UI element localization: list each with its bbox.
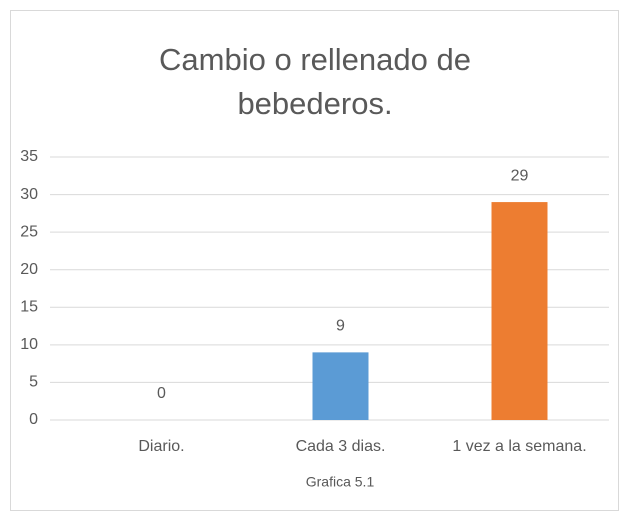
- y-tick-label: 5: [29, 374, 38, 391]
- y-tick-label: 35: [20, 148, 38, 165]
- caption: Grafica 5.1: [306, 474, 375, 490]
- chart-title: Cambio o rellenado de bebederos.: [159, 42, 471, 121]
- y-tick-label: 20: [20, 261, 38, 278]
- data-label: 0: [157, 385, 166, 402]
- data-label: 29: [511, 167, 529, 184]
- x-tick-label: Cada 3 dias.: [296, 438, 386, 455]
- x-tick-label: 1 vez a la semana.: [452, 438, 586, 455]
- data-label: 9: [336, 318, 345, 335]
- y-tick-label: 15: [20, 299, 38, 316]
- y-tick-label: 10: [20, 336, 38, 353]
- y-tick-label: 30: [20, 186, 38, 203]
- y-tick-label: 0: [29, 411, 38, 428]
- y-tick-label: 25: [20, 223, 38, 240]
- bar: [491, 202, 548, 420]
- x-tick-label: Diario.: [138, 438, 184, 455]
- bar: [312, 352, 369, 420]
